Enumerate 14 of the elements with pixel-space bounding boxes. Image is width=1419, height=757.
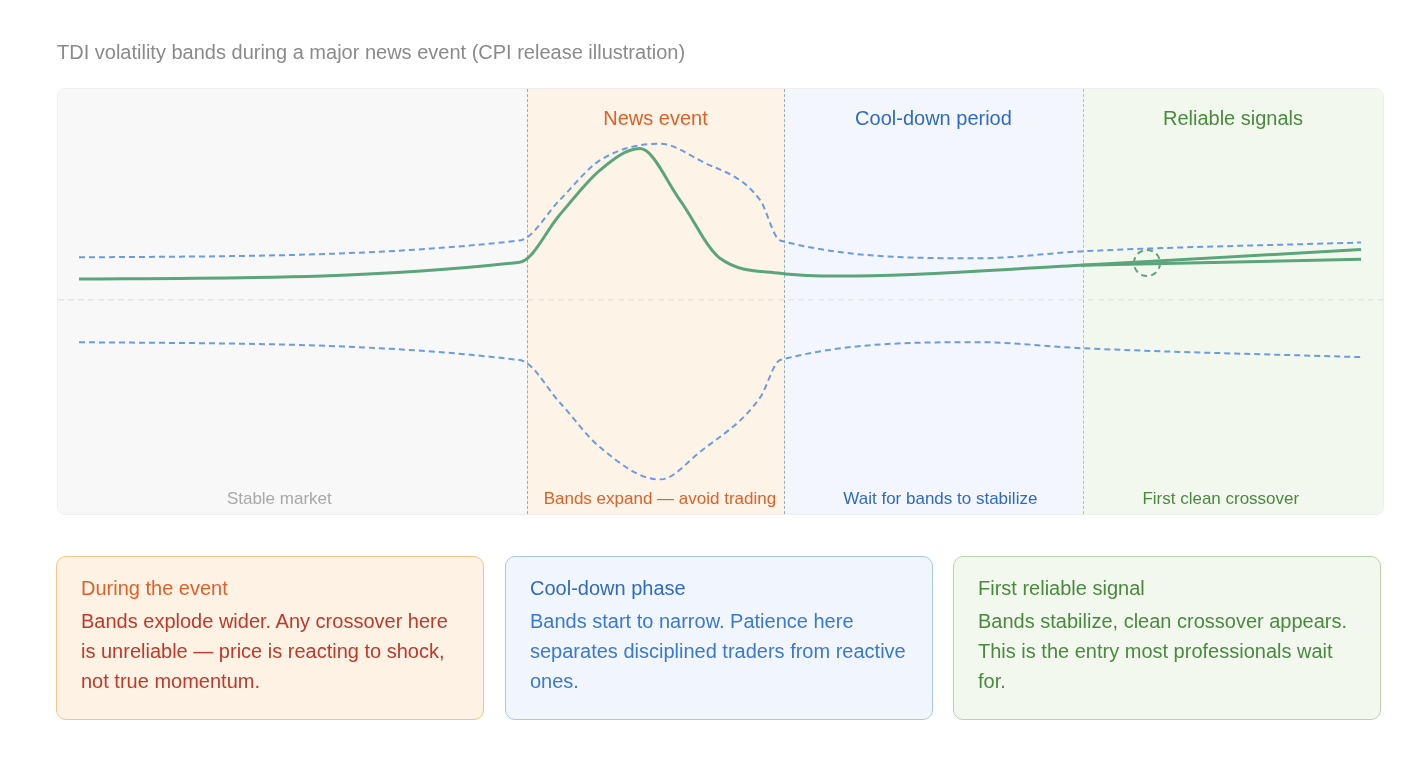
text: Cool-down period (854, 107, 1013, 130)
text: Bands explode wider. Any crossover here is unreliable — price is reacting to shock, not true momentum. (81, 609, 449, 694)
x-tick-label: First clean crossover (1142, 489, 1300, 509)
text: First reliable signal (978, 577, 1146, 600)
text: Cool-down phase (530, 577, 687, 600)
text: Reliable signals (1161, 107, 1305, 130)
text: During the event (81, 577, 229, 600)
text: Bands stabilize, clean crossover appears. This is the entry most professionals wait for. (978, 609, 1349, 694)
text: Bands start to narrow. Patience here separates disciplined traders from reactive ones. (530, 609, 907, 694)
chart-title: TDI volatility bands during a major news event (CPI release illustration) (57, 41, 686, 64)
x-tick-label: Bands expand — avoid trading (543, 489, 777, 509)
text: News event (602, 107, 709, 130)
x-tick-label: Stable market (226, 489, 333, 509)
x-tick-label: Wait for bands to stabilize (843, 489, 1038, 509)
